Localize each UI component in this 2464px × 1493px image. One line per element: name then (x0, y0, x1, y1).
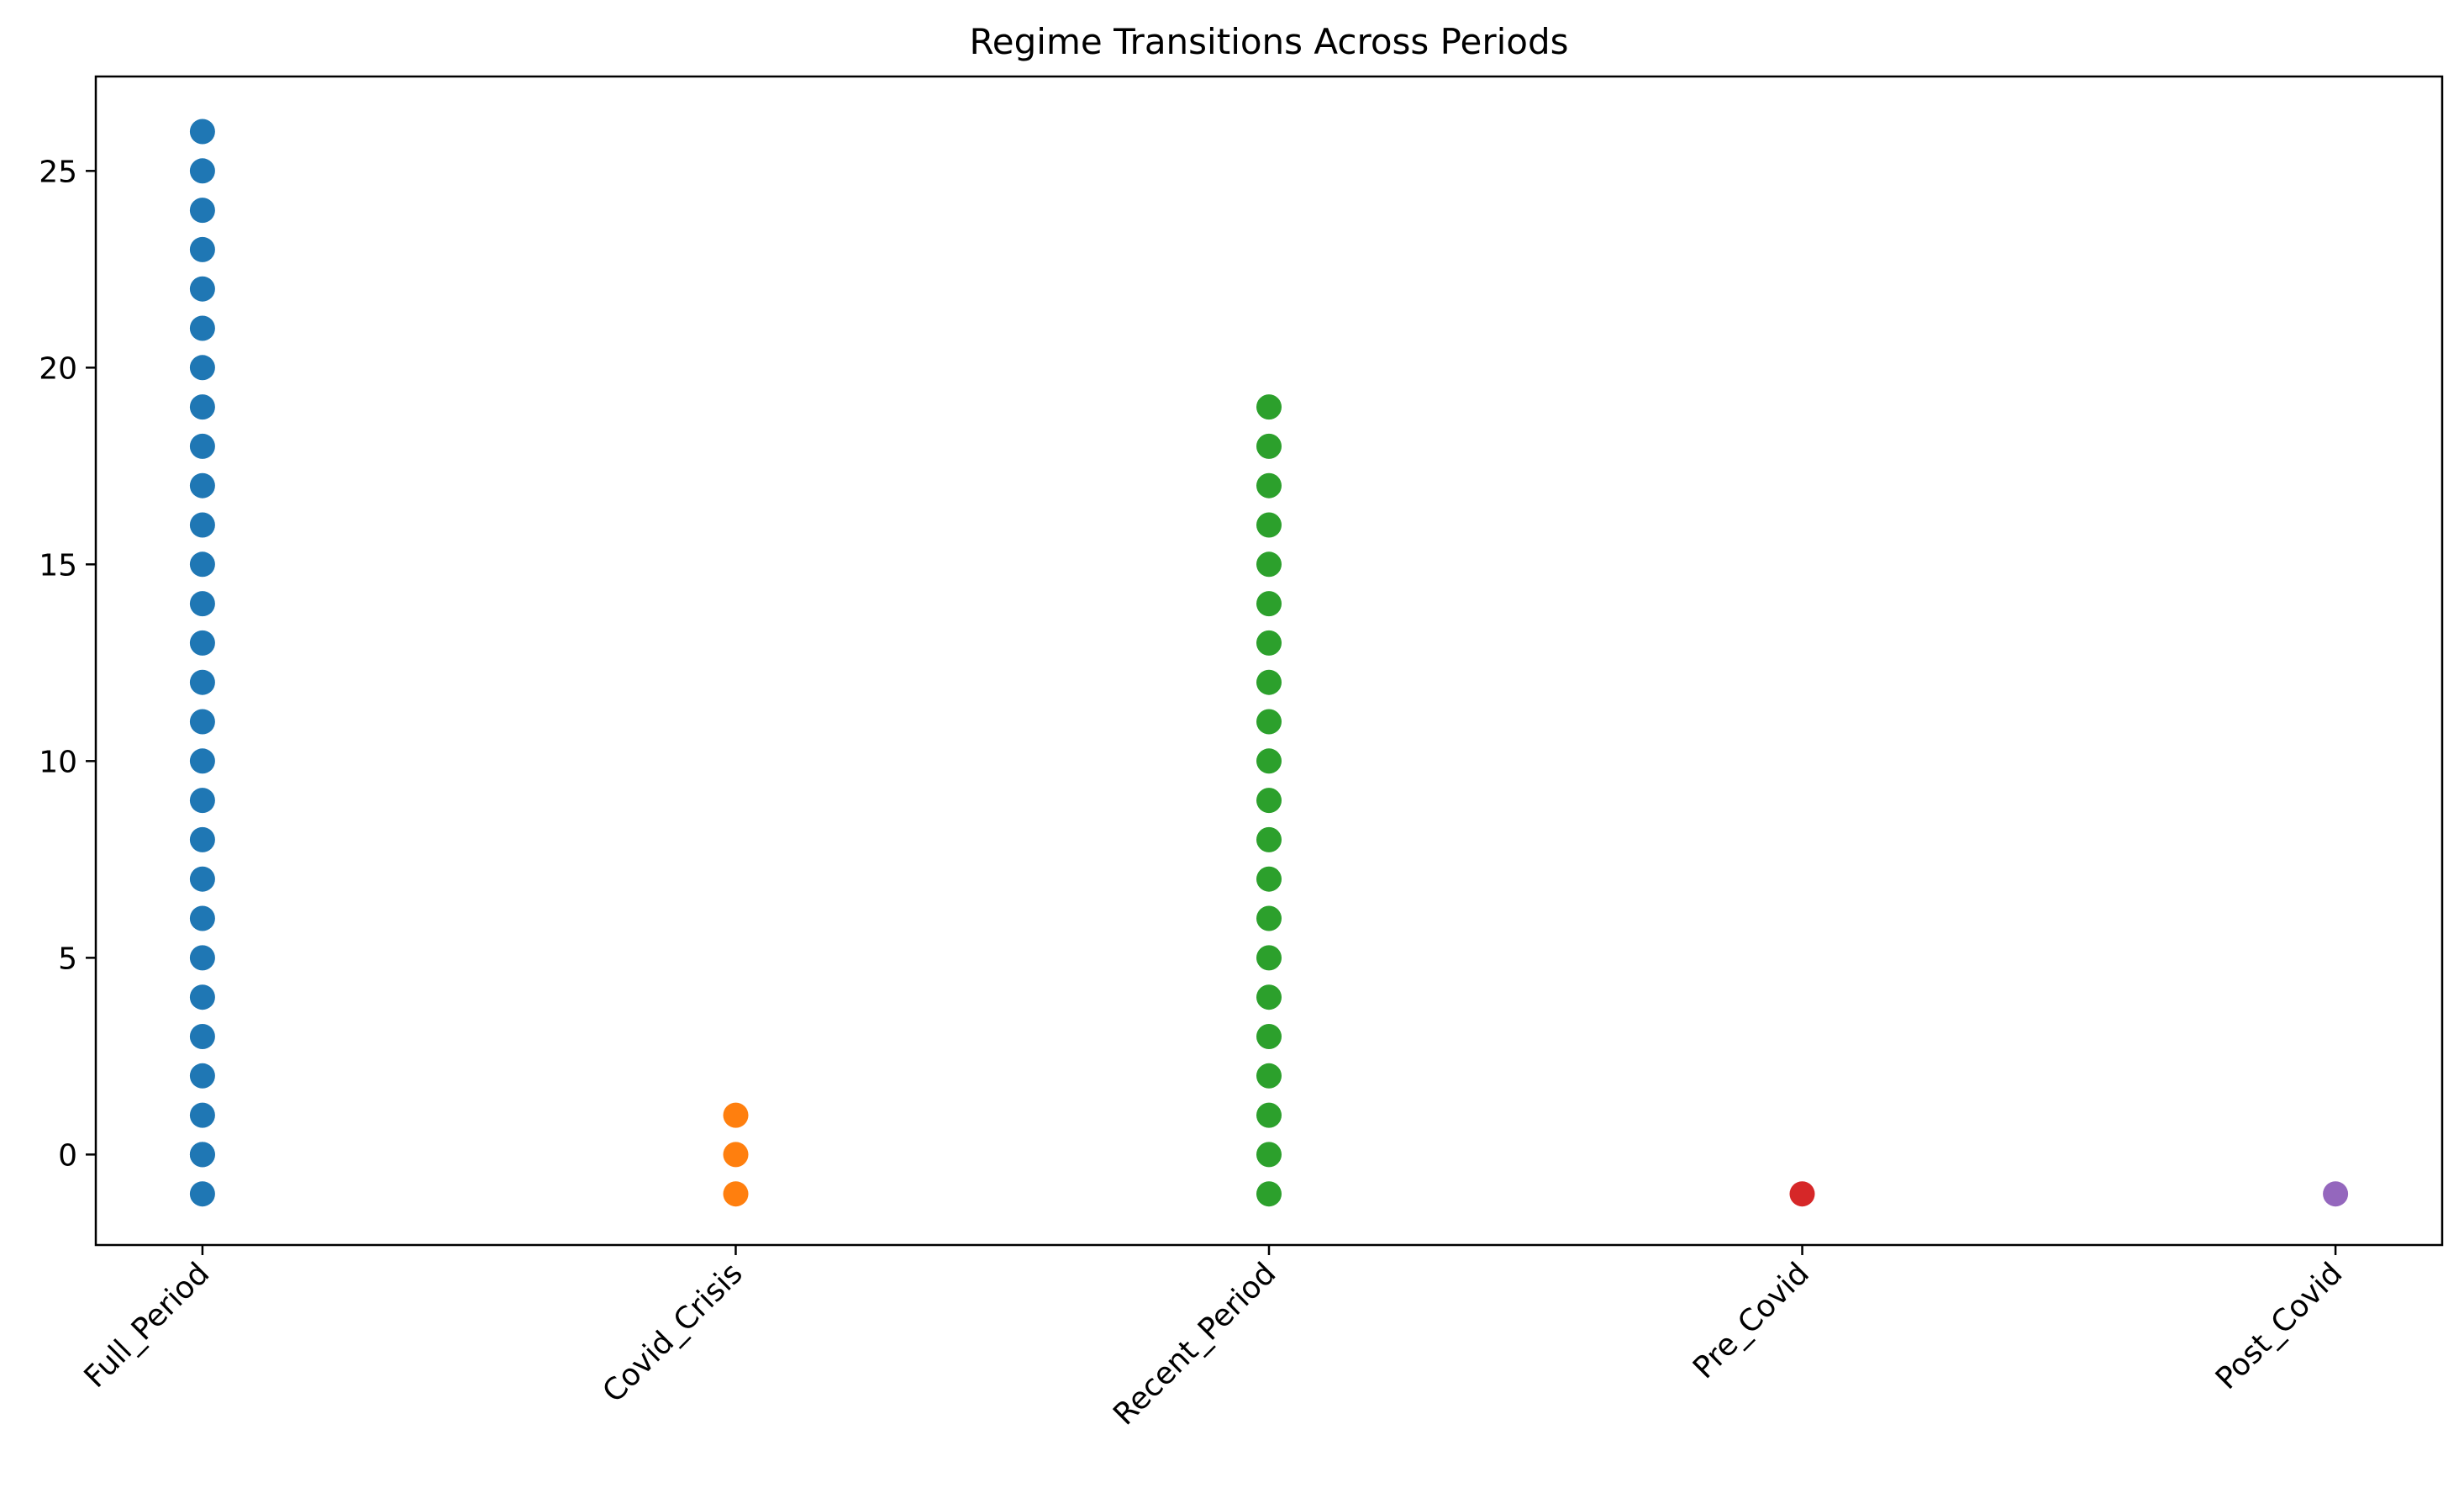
data-point-full-period-21 (189, 394, 215, 420)
y-tick-label-10: 10 (39, 745, 77, 779)
data-point-full-period-0 (189, 1181, 215, 1207)
data-point-full-period-20 (189, 433, 215, 459)
data-point-full-period-19 (189, 472, 215, 499)
data-point-full-period-6 (189, 984, 215, 1010)
data-point-full-period-5 (189, 1024, 215, 1049)
chart-title: Regime Transitions Across Periods (970, 21, 1569, 62)
data-point-covid-crisis-1 (723, 1142, 749, 1168)
data-point-full-period-24 (189, 276, 215, 302)
data-point-recent-period-1 (1256, 1142, 1282, 1168)
data-point-recent-period-5 (1256, 984, 1282, 1010)
data-point-recent-period-4 (1256, 1024, 1282, 1049)
data-point-full-period-28 (189, 119, 215, 145)
data-point-recent-period-18 (1256, 472, 1282, 499)
data-point-full-period-4 (189, 1063, 215, 1089)
data-point-full-period-10 (189, 826, 215, 852)
data-point-full-period-7 (189, 945, 215, 971)
y-tick-label-20: 20 (39, 351, 77, 386)
data-point-full-period-22 (189, 355, 215, 381)
data-point-recent-period-12 (1256, 709, 1282, 735)
data-point-full-period-26 (189, 198, 215, 224)
data-point-recent-period-11 (1256, 748, 1282, 774)
data-point-full-period-2 (189, 1142, 215, 1168)
data-point-recent-period-13 (1256, 669, 1282, 695)
data-point-full-period-16 (189, 591, 215, 617)
data-point-recent-period-7 (1256, 905, 1282, 931)
data-point-full-period-15 (189, 630, 215, 656)
y-tick-label-5: 5 (58, 942, 77, 976)
y-tick-label-0: 0 (58, 1138, 77, 1173)
data-point-recent-period-14 (1256, 630, 1282, 656)
data-point-full-period-8 (189, 905, 215, 931)
data-point-covid-crisis-2 (723, 1102, 749, 1128)
data-point-full-period-14 (189, 669, 215, 695)
data-point-recent-period-17 (1256, 512, 1282, 538)
data-point-full-period-13 (189, 709, 215, 735)
data-point-recent-period-16 (1256, 551, 1282, 578)
data-points (189, 119, 2349, 1207)
data-point-full-period-25 (189, 236, 215, 262)
y-tick-label-25: 25 (39, 155, 77, 189)
y-tick-label-15: 15 (39, 548, 77, 583)
data-point-recent-period-10 (1256, 788, 1282, 814)
data-point-covid-crisis-0 (723, 1181, 749, 1207)
y-axis: 0 5 10 15 20 25 (39, 155, 96, 1173)
data-point-full-period-11 (189, 788, 215, 814)
data-point-recent-period-0 (1256, 1181, 1282, 1207)
data-point-full-period-27 (189, 158, 215, 184)
data-point-recent-period-20 (1256, 394, 1282, 420)
data-point-full-period-17 (189, 551, 215, 578)
data-point-post-covid-0 (2323, 1181, 2349, 1207)
data-point-full-period-18 (189, 512, 215, 538)
data-point-recent-period-3 (1256, 1063, 1282, 1089)
data-point-recent-period-19 (1256, 433, 1282, 459)
data-point-recent-period-2 (1256, 1102, 1282, 1128)
data-point-full-period-12 (189, 748, 215, 774)
data-point-full-period-3 (189, 1102, 215, 1128)
data-point-recent-period-8 (1256, 866, 1282, 892)
data-point-recent-period-6 (1256, 945, 1282, 971)
data-point-pre-covid-0 (1789, 1181, 1815, 1207)
data-point-recent-period-9 (1256, 826, 1282, 852)
data-point-full-period-23 (189, 315, 215, 341)
data-point-recent-period-15 (1256, 591, 1282, 617)
data-point-full-period-9 (189, 866, 215, 892)
